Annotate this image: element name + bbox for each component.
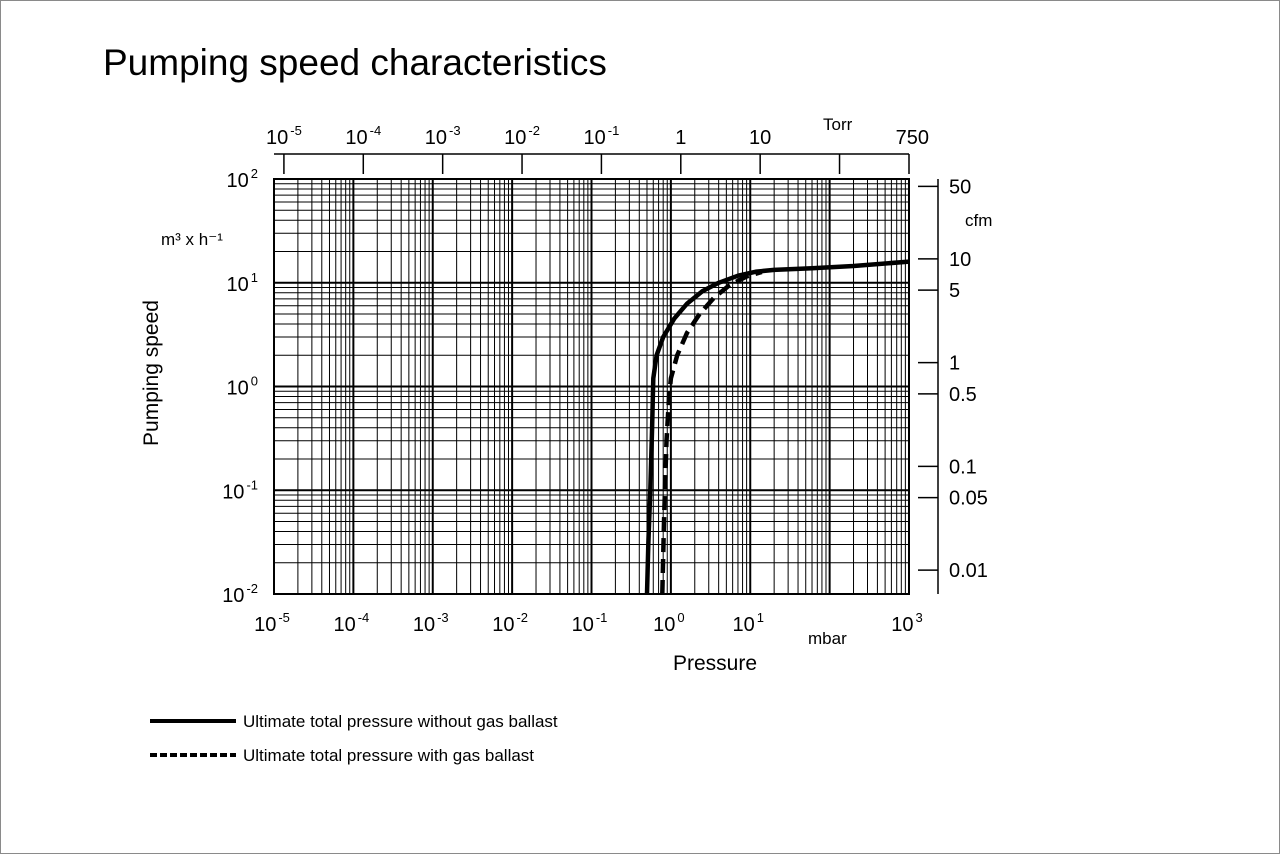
right-axis-tick-label: 0.5	[949, 384, 977, 406]
x-tick-label: 10 -2	[492, 610, 528, 636]
x-tick-label: 10 0	[653, 610, 684, 636]
x-tick-label: 10 3	[891, 610, 922, 636]
y-tick-label: 10 -2	[222, 581, 258, 607]
top-axis-unit: Torr	[823, 115, 853, 134]
y-axis-label: Pumping speed	[140, 300, 163, 446]
series-lines	[644, 259, 910, 595]
right-axis-tick-label: 1	[949, 353, 960, 375]
right-axis-tick-label: 10	[949, 249, 971, 271]
series-line-without-gas-ballast	[644, 259, 910, 595]
right-axis-tick-label: 0.01	[949, 560, 988, 582]
y-axis-unit: m³ x h⁻¹	[161, 230, 223, 249]
x-axis-ticks: 10 -5 10 -4 10 -3 10 -2 10 -1 10 0 10 1 10 3	[254, 610, 923, 636]
right-axis-unit: cfm	[965, 211, 992, 230]
top-axis-tick-label: 10 -1	[584, 123, 620, 149]
top-axis-tick-label: 10 -5	[266, 123, 302, 149]
x-tick-label: 10 -5	[254, 610, 290, 636]
top-torr-axis: 10 -5 10 -4 10 -3 10 -2 10 -1 1 10 750	[266, 123, 929, 174]
top-axis-tick-label: 10 -3	[425, 123, 461, 149]
y-tick-label: 10 1	[227, 270, 258, 296]
x-tick-label: 10 -3	[413, 610, 449, 636]
right-axis-tick-label: 0.1	[949, 456, 977, 478]
y-tick-label: 10 0	[227, 374, 258, 400]
x-tick-label: 10 -4	[333, 610, 369, 636]
x-axis-unit: mbar	[808, 629, 847, 648]
y-tick-label: 10 -1	[222, 477, 258, 503]
legend-label: Ultimate total pressure with gas ballast	[243, 746, 534, 765]
top-axis-tick-label: 10 -2	[504, 123, 540, 149]
right-axis-tick-label: 0.05	[949, 488, 988, 510]
series-line-with-gas-ballast	[660, 269, 763, 595]
top-axis-tick-label: 10 -4	[345, 123, 381, 149]
plot-border	[273, 178, 910, 595]
top-axis-tick-label: 1	[675, 127, 686, 149]
plot-frame	[273, 178, 910, 595]
chart-grid	[273, 179, 909, 595]
right-axis-tick-label: 50	[949, 176, 971, 198]
legend-label: Ultimate total pressure without gas ball…	[243, 712, 558, 731]
x-tick-label: 10 -1	[572, 610, 608, 636]
top-axis-tick-label: 10	[749, 127, 771, 149]
legend: Ultimate total pressure without gas ball…	[150, 712, 558, 765]
right-cfm-axis: 50 10 5 1 0.5 0.1 0.05 0.01	[918, 176, 988, 594]
x-tick-label: 10 1	[733, 610, 764, 636]
right-axis-tick-label: 5	[949, 280, 960, 302]
chart-title: Pumping speed characteristics	[103, 42, 607, 83]
x-axis-label: Pressure	[673, 652, 757, 675]
top-axis-tick-label: 750	[896, 127, 929, 149]
y-tick-label: 10 2	[227, 166, 258, 192]
